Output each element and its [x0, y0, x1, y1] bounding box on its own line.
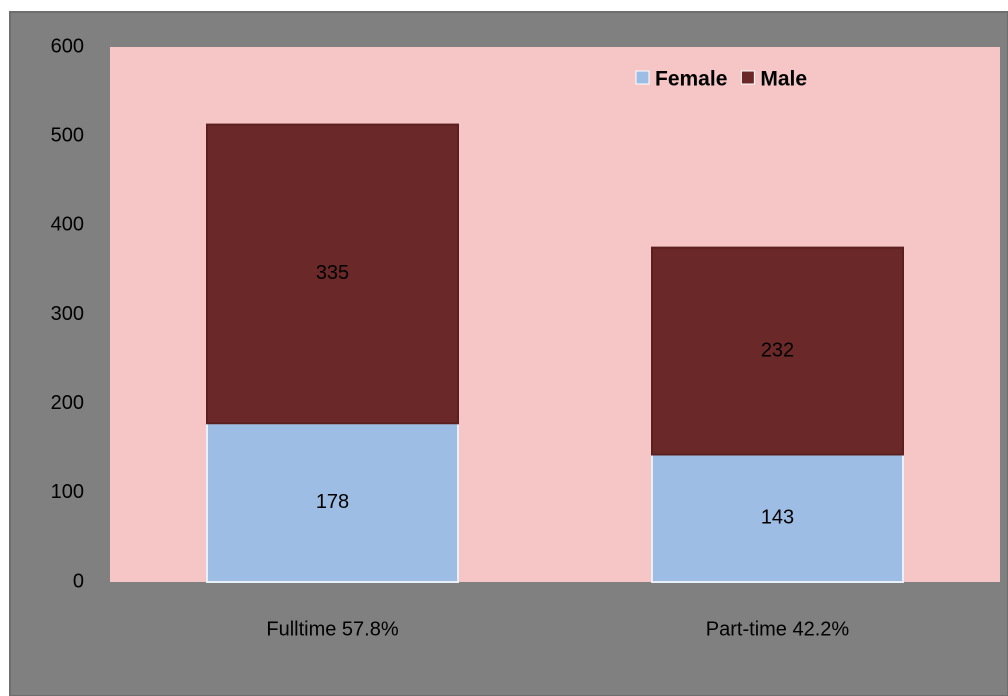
y-tick-label: 100: [51, 481, 84, 503]
data-label: 335: [316, 262, 349, 284]
bar-segment: [651, 246, 904, 456]
legend-swatch: [635, 70, 650, 85]
x-tick-label: Fulltime 57.8%: [266, 618, 398, 640]
bar-segment: [206, 123, 459, 425]
data-label: 178: [316, 491, 349, 513]
y-tick-label: 600: [51, 35, 84, 57]
data-label: 143: [761, 507, 794, 529]
legend-label: Male: [760, 68, 807, 91]
bar-segment: [651, 453, 904, 583]
y-tick-label: 300: [51, 303, 84, 325]
y-tick-label: 200: [51, 392, 84, 414]
y-tick-label: 400: [51, 214, 84, 236]
x-tick-label: Part-time 42.2%: [706, 618, 850, 640]
y-tick-label: 0: [73, 570, 84, 592]
legend-label: Female: [655, 68, 727, 91]
legend-swatch: [740, 70, 755, 85]
y-tick-label: 500: [51, 124, 84, 146]
data-label: 232: [761, 339, 794, 361]
